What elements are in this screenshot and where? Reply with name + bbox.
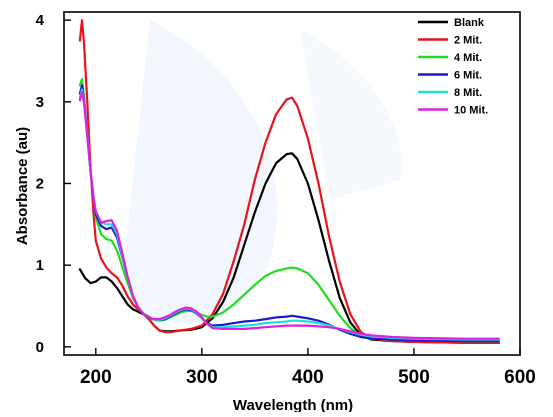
x-tick-label: 400	[292, 367, 324, 388]
x-axis-title: Wavelength (nm)	[233, 397, 353, 412]
axes-layer: 200 300 400 500 600 0 1 2 3 4	[36, 11, 536, 388]
y-tick-label: 0	[36, 339, 44, 356]
series-line-1	[78, 19, 500, 344]
x-tick-label: 500	[398, 367, 430, 388]
legend: Blank 2 Mit. 4 Mit. 6 Mit. 8 Mit. 10 Mit.	[418, 17, 488, 117]
legend-label-5: 10 Mit.	[454, 105, 488, 117]
legend-label-2: 4 Mit.	[454, 52, 482, 64]
y-tick-label: 2	[36, 176, 44, 193]
legend-label-1: 2 Mit.	[454, 35, 482, 47]
y-tick-label: 1	[36, 257, 44, 274]
y-axis-title: Absorbance (au)	[14, 127, 31, 245]
x-tick-label: 600	[504, 367, 536, 388]
y-tick-label: 4	[36, 12, 45, 29]
legend-label-0: Blank	[454, 17, 485, 29]
series-layer	[78, 19, 500, 344]
background-decoration	[120, 20, 402, 324]
legend-label-4: 8 Mit.	[454, 87, 482, 99]
x-tick-label: 300	[186, 367, 218, 388]
x-tick-label: 200	[80, 367, 112, 388]
watermark-shape	[300, 30, 402, 200]
series-line-5	[78, 90, 500, 340]
watermark-shape	[120, 20, 278, 324]
y-tick-label: 3	[36, 94, 44, 111]
legend-label-3: 6 Mit.	[454, 70, 482, 82]
